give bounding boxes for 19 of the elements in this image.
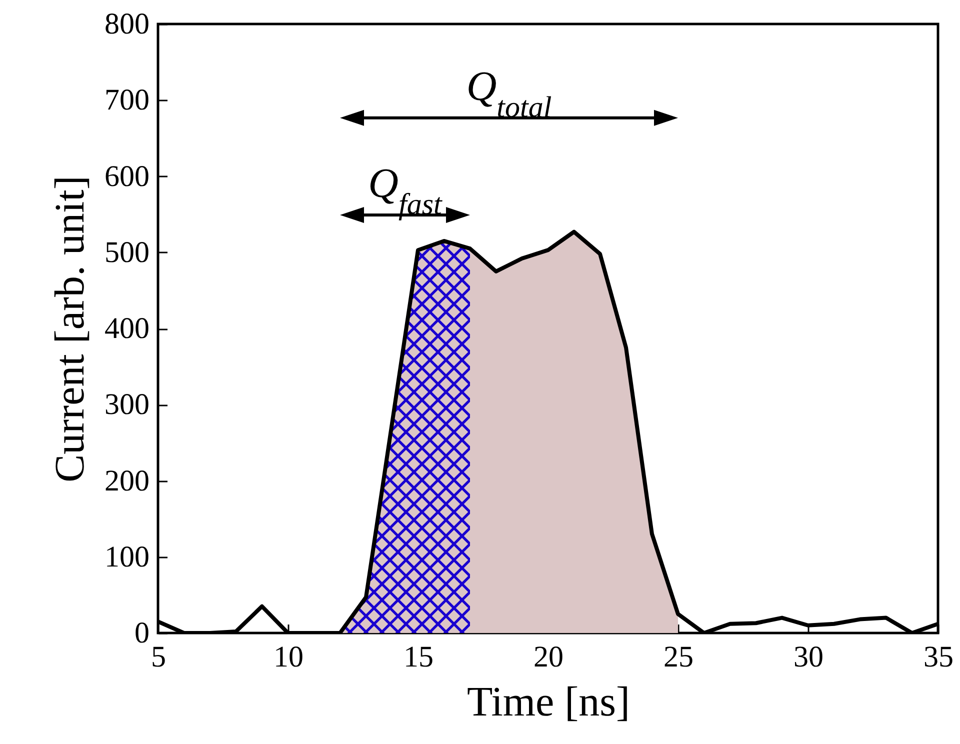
x-tick-label: 20 [534, 640, 564, 674]
x-tick-label: 5 [151, 640, 166, 674]
y-tick-label: 600 [104, 160, 150, 193]
x-tick-label: 10 [274, 640, 304, 674]
y-tick-label: 700 [104, 84, 150, 117]
y-tick-label: 200 [104, 464, 150, 498]
x-axis-title: Time [ns] [467, 680, 630, 726]
y-axis-title: Current [arb. unit] [48, 176, 94, 482]
y-tick-label: 100 [104, 540, 150, 574]
x-tick-label: 30 [794, 640, 824, 674]
x-tick-label: 25 [664, 640, 694, 674]
y-tick-label: 0 [134, 616, 150, 650]
y-tick-label: 400 [104, 312, 150, 345]
x-tick-label: 35 [924, 640, 954, 674]
y-tick-label: 800 [104, 8, 150, 40]
y-tick-label: 300 [104, 388, 150, 422]
y-tick-label: 500 [104, 236, 150, 269]
x-tick-label: 15 [404, 640, 434, 674]
annotation: Q$_{total}$ [466, 64, 552, 124]
